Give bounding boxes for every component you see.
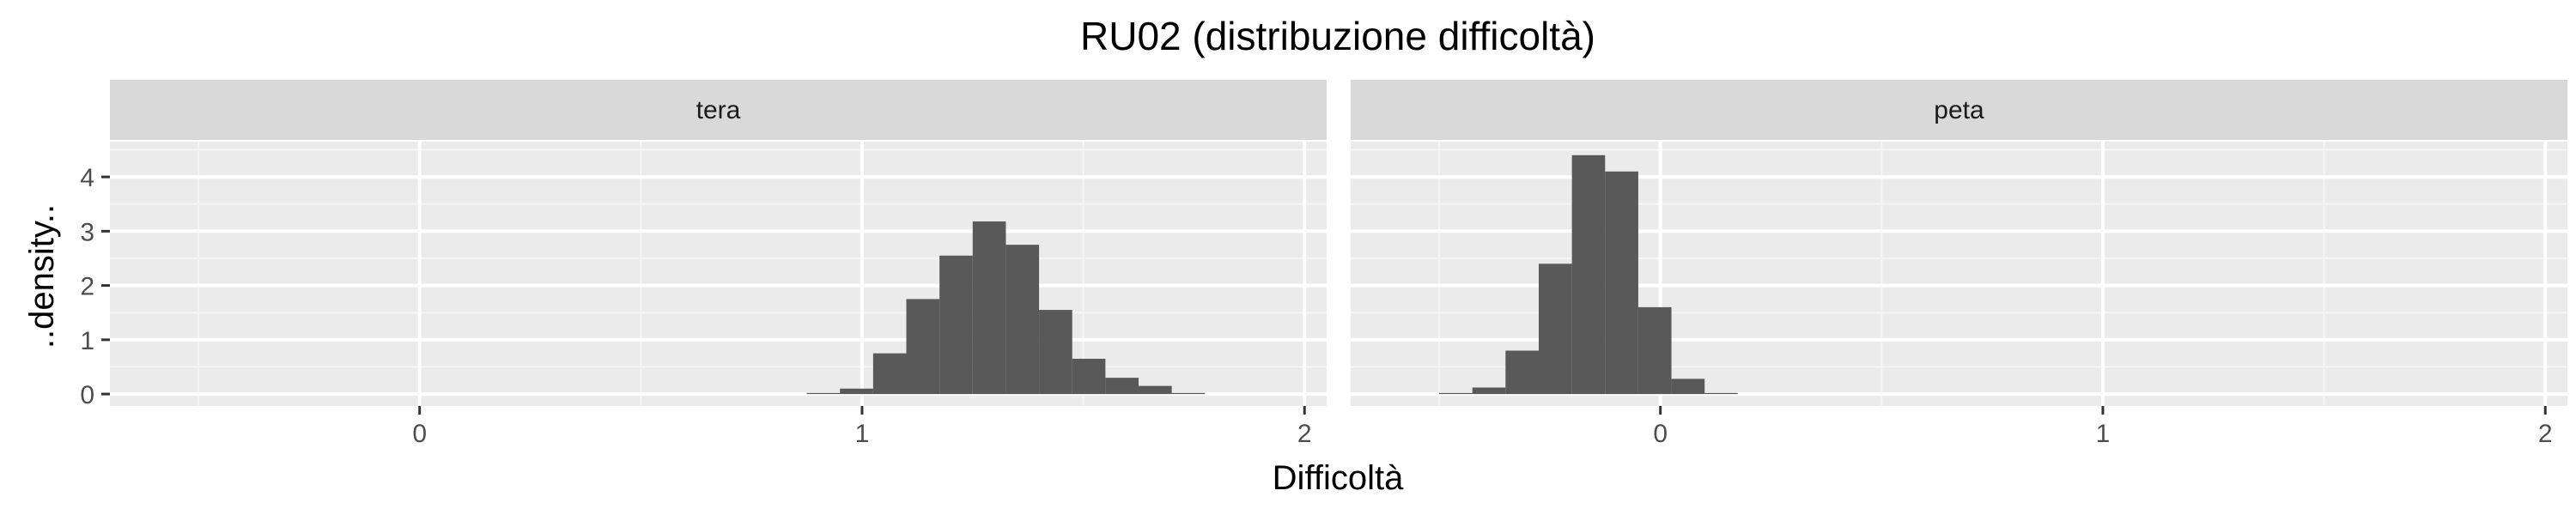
y-tick-label: 2 [80,273,94,301]
histogram-bar [872,353,907,395]
histogram-bar [840,388,873,395]
y-axis-title: ..density.. [23,204,61,348]
facet-strip [1351,80,2567,140]
histogram-bar [1538,264,1572,395]
chart-title: RU02 (distribuzione difficoltà) [1080,14,1595,58]
histogram-bar [1439,392,1473,395]
x-tick-label: 0 [412,420,427,448]
facet-panel-tera: tera 0 1 2 [110,80,1327,448]
histogram-bar [939,255,973,395]
y-tick-label: 3 [80,218,94,246]
x-tick-label: 0 [1653,420,1668,448]
histogram-bar [1171,392,1206,395]
x-tick-label: 1 [855,420,870,448]
histogram-bar [806,392,841,395]
panel-background [110,142,1327,406]
facet-strip [110,80,1327,140]
histogram-bar [1472,387,1506,395]
x-tick-label: 1 [2096,420,2111,448]
facet-strip-label: tera [696,96,741,124]
histogram-bar [1571,154,1606,395]
x-tick-label: 2 [2538,420,2553,448]
histogram-bar [1139,385,1172,395]
y-tick-label: 0 [80,381,94,409]
histogram-bar [1005,245,1040,395]
histogram-bar [1039,310,1072,395]
histogram-bar [1072,358,1106,395]
histogram-bar [906,299,940,395]
facet-panel-peta: peta 0 1 2 [1351,80,2567,448]
y-axis: 0 1 2 3 4 [80,164,110,409]
histogram-bar [972,221,1006,395]
histogram-bar [1704,392,1738,395]
histogram-bar [1605,171,1638,395]
y-tick-label: 4 [80,164,94,192]
y-tick-label: 1 [80,327,94,355]
facet-panels: tera 0 1 2 peta 0 1 2 [110,80,2567,448]
x-axis-title: Difficoltà [1273,459,1404,497]
histogram-bar [1505,350,1539,395]
histogram-bar [1105,378,1139,395]
histogram-bar [1637,306,1672,395]
facet-strip-label: peta [1934,96,1984,124]
x-tick-label: 2 [1297,420,1312,448]
histogram-bar [1671,379,1705,395]
